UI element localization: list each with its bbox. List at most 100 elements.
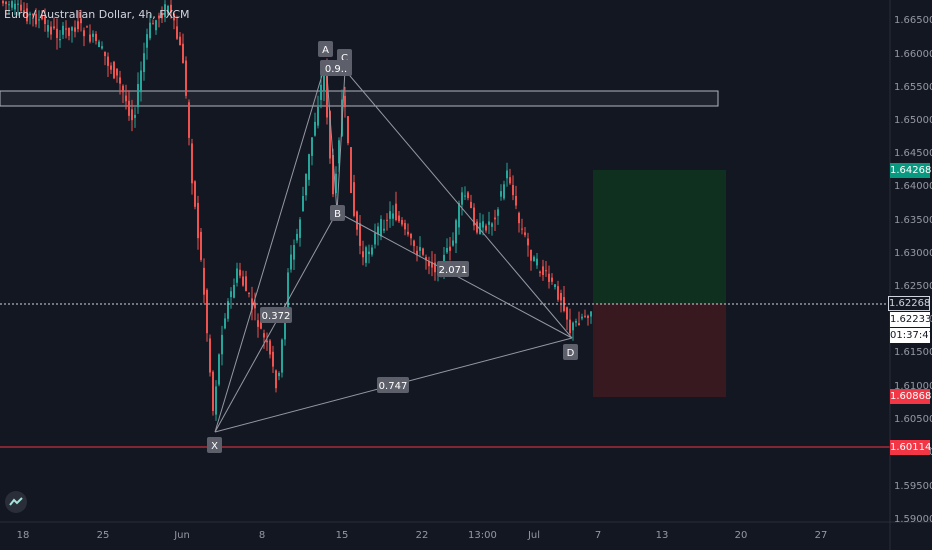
candle-body [281, 339, 283, 373]
ratio-label-xb[interactable]: 0.372 [260, 307, 292, 323]
candle-body [170, 4, 172, 13]
candle-body [521, 228, 523, 230]
countdown-label: 01:37:47 [890, 328, 932, 343]
candle-body [122, 85, 124, 93]
candle-body [134, 114, 136, 118]
candle-body [530, 249, 532, 261]
stop-loss-price-label: 1.60868 [890, 389, 932, 404]
candle-body [26, 8, 28, 22]
point-label-a[interactable]: A [318, 41, 333, 57]
candle-body [560, 292, 562, 301]
candle-body [374, 233, 376, 245]
candle-body [578, 323, 580, 326]
candle-body [152, 23, 154, 25]
candle-body [191, 143, 193, 184]
resistance-zone[interactable] [0, 90, 719, 107]
ratio-xb-text: 0.372 [262, 311, 291, 322]
price-tick: 1.64500 [894, 148, 932, 159]
candle-body [557, 286, 559, 300]
candle-body [2, 0, 4, 4]
candle-body [329, 111, 331, 159]
candle-body [74, 27, 76, 32]
candle-body [71, 27, 73, 31]
candle-body [500, 191, 502, 197]
point-label-x[interactable]: X [207, 437, 222, 453]
candle-body [50, 26, 52, 35]
candle-body [305, 173, 307, 196]
candle-body [353, 182, 355, 216]
candle-body [140, 70, 142, 93]
candle-body [257, 320, 259, 327]
candle-body [65, 28, 67, 30]
candle-body [392, 213, 394, 219]
candle-body [167, 5, 169, 15]
point-a-text: A [322, 45, 329, 56]
candle-body [308, 154, 310, 180]
xabcd-pattern[interactable] [214, 61, 573, 433]
candle-body [503, 184, 505, 199]
candle-body [230, 291, 232, 298]
candle-body [59, 39, 61, 41]
price-tick: 1.62500 [894, 281, 932, 292]
price-tick: 1.66500 [894, 15, 932, 26]
candle-body [215, 386, 217, 415]
candle-body [446, 247, 448, 253]
pattern-leg-lines [214, 61, 573, 433]
candle-body [356, 211, 358, 230]
candle-body [155, 20, 157, 31]
candle-body [452, 240, 454, 246]
candle-body [335, 173, 337, 194]
ratio-ac-text: 0.9.. [325, 64, 347, 75]
time-tick: 27 [814, 530, 828, 541]
candle-body [290, 254, 292, 270]
price-tick: 1.61000 [894, 381, 932, 392]
point-d-text: D [567, 348, 575, 359]
loss-zone[interactable] [593, 304, 726, 397]
candle-body [413, 240, 415, 247]
candle-body [233, 284, 235, 298]
time-tick: 18 [16, 530, 30, 541]
candle-body [56, 28, 58, 38]
profit-zone[interactable] [593, 170, 726, 304]
candle-body [239, 269, 241, 276]
price-tick: 1.65500 [894, 82, 932, 93]
candle-body [551, 277, 553, 282]
candle-body [569, 319, 571, 334]
candle-body [41, 15, 43, 20]
candle-body [323, 68, 325, 92]
candle-body [161, 13, 163, 19]
candle-body [113, 61, 115, 79]
candle-body [362, 251, 364, 258]
candle-body [119, 77, 121, 84]
candle-body [53, 26, 55, 29]
candle-body [98, 41, 100, 48]
candle-body [206, 289, 208, 334]
time-tick: Jul [527, 530, 541, 541]
candle-body [332, 154, 334, 195]
candle-body [473, 207, 475, 226]
candle-body [359, 223, 361, 246]
candle-body [80, 18, 82, 24]
tradingview-logo-icon[interactable] [5, 491, 27, 513]
ratio-label-ac[interactable]: 0.9.. [320, 60, 352, 76]
candle-body [116, 68, 118, 76]
candle-body [254, 302, 256, 309]
price-tick: 1.59500 [894, 481, 932, 492]
price-tick: 1.66000 [894, 49, 932, 60]
point-label-b[interactable]: B [330, 205, 345, 221]
candle-body [419, 247, 421, 251]
candle-body [368, 251, 370, 255]
candle-body [389, 211, 391, 219]
candle-body [317, 106, 319, 126]
candle-body [506, 170, 508, 179]
candle-body [527, 238, 529, 246]
ratio-label-bd[interactable]: 2.071 [437, 261, 469, 277]
candle-body [518, 212, 520, 224]
point-x-text: X [211, 441, 218, 452]
current-price-label: 1.62268 [888, 296, 931, 311]
ratio-label-xd[interactable]: 0.747 [377, 377, 409, 393]
point-label-d[interactable]: D [563, 344, 578, 360]
candle-body [203, 267, 205, 295]
candle-body [548, 273, 550, 282]
